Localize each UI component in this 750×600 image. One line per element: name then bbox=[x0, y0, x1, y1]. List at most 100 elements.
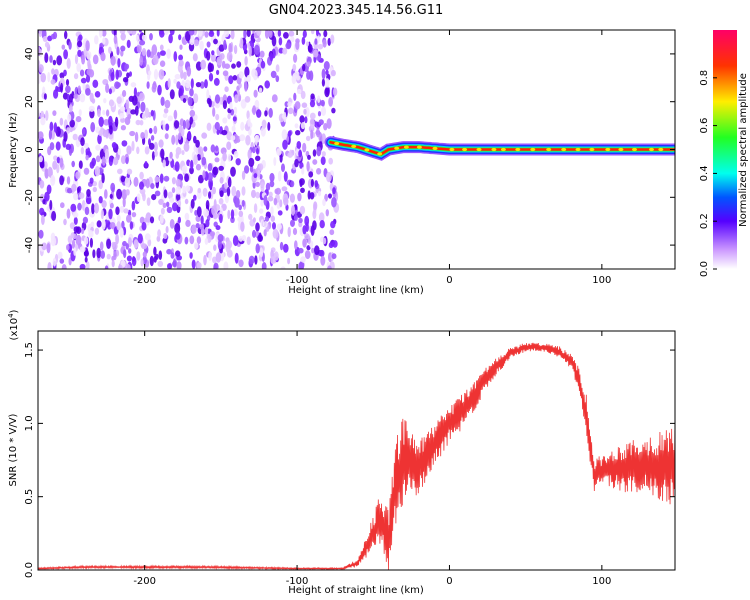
spectrogram-noise-cell bbox=[51, 129, 55, 140]
spectrogram-noise-cell bbox=[112, 157, 119, 166]
colorbar-tick-label: 0.2 bbox=[699, 213, 710, 229]
spectrogram-noise-cell bbox=[45, 110, 49, 121]
spectrogram-noise-cell bbox=[221, 60, 226, 69]
spectrogram-track-bead bbox=[462, 147, 468, 152]
spectrogram-noise-cell bbox=[82, 216, 88, 224]
spectrogram-noise-cell bbox=[270, 215, 275, 222]
spectrogram-noise-cell bbox=[127, 30, 133, 34]
spectrogram-noise-cell bbox=[216, 56, 223, 66]
spectrogram-noise-cell bbox=[159, 30, 165, 38]
spectrogram-noise-cell bbox=[63, 69, 67, 77]
spectrogram-noise-cell bbox=[122, 90, 127, 97]
spectrogram-noise-cell bbox=[276, 223, 282, 231]
spectrogram-noise-cell bbox=[318, 212, 325, 223]
spectrogram-noise-cell bbox=[39, 207, 45, 216]
spectrogram-noise-cell bbox=[56, 55, 63, 66]
spectrogram-noise-cell bbox=[126, 145, 132, 155]
spectrogram-noise-cell bbox=[236, 61, 242, 68]
spectrogram-noise-cell bbox=[125, 99, 130, 110]
spectrogram-noise-cell bbox=[86, 261, 90, 269]
spectrogram-noise-cell bbox=[248, 45, 252, 57]
spectrogram-noise-cell bbox=[153, 69, 159, 80]
spectrogram-noise-cell bbox=[241, 170, 246, 180]
spectrogram-noise-cell bbox=[282, 47, 288, 55]
spectrogram-noise-cell bbox=[235, 158, 241, 166]
spectrogram-noise-cell bbox=[78, 34, 83, 41]
spectrogram-noise-cell bbox=[306, 161, 310, 172]
spectrogram-noise-cell bbox=[73, 93, 78, 100]
spectrogram-noise-cell bbox=[234, 252, 239, 264]
spectrogram-noise-cell bbox=[85, 40, 90, 52]
spectrogram-noise-cell bbox=[129, 130, 136, 137]
spectrogram-noise-cell bbox=[159, 214, 164, 224]
spectrogram-noise-cell bbox=[85, 74, 91, 83]
spectrogram-noise-cell bbox=[301, 102, 308, 108]
spectrogram-noise-cell bbox=[167, 78, 171, 89]
spectrogram-noise-cell bbox=[317, 43, 324, 50]
spectrogram-noise-cell bbox=[212, 256, 217, 264]
spectrogram-noise-cell bbox=[81, 54, 86, 65]
spectrogram-noise-cell bbox=[131, 212, 137, 218]
spectrogram-track-bead bbox=[394, 146, 400, 150]
spectrogram-y-tick-label: 0 bbox=[24, 146, 35, 152]
spectrogram-noise-cell bbox=[227, 209, 231, 220]
spectrogram-noise-cell bbox=[157, 229, 162, 238]
spectrogram-track-bead bbox=[351, 144, 357, 148]
snr-y-multiplier: (x104) bbox=[7, 309, 20, 340]
colorbar-gradient bbox=[713, 30, 737, 269]
spectrogram-noise-cell bbox=[173, 120, 180, 129]
spectrogram-noise-cell bbox=[200, 59, 207, 70]
spectrogram-noise-cell bbox=[299, 178, 305, 186]
spectrogram-noise-cell bbox=[159, 44, 164, 51]
spectrogram-noise-cell bbox=[299, 162, 304, 169]
spectrogram-noise-cell bbox=[169, 151, 173, 159]
spectrogram-noise-cell bbox=[153, 246, 157, 256]
spectrogram-noise-cell bbox=[254, 255, 258, 265]
spectrogram-noise-cell bbox=[75, 226, 82, 234]
spectrogram-noise-cell bbox=[149, 255, 154, 267]
spectrogram-noise-cell bbox=[144, 161, 148, 167]
spectrogram-noise-cell bbox=[279, 153, 283, 163]
spectrogram-track-bead bbox=[403, 145, 409, 149]
spectrogram-noise-cell bbox=[219, 213, 223, 224]
spectrogram-noise-cell bbox=[193, 154, 198, 165]
spectrogram-noise-cell bbox=[77, 49, 82, 58]
spectrogram-noise-cell bbox=[115, 206, 120, 215]
spectrogram-noise-cell bbox=[206, 41, 211, 48]
spectrogram-noise-cell bbox=[309, 117, 315, 129]
spectrogram-noise-cell bbox=[124, 63, 128, 72]
spectrogram-noise-cell bbox=[233, 44, 238, 55]
spectrogram-noise-cell bbox=[207, 62, 213, 73]
spectrogram-noise-cell bbox=[109, 202, 114, 209]
spectrogram-noise-cell bbox=[87, 58, 91, 69]
spectrogram-noise-cell bbox=[320, 106, 327, 117]
spectrogram-noise-cell bbox=[114, 116, 119, 128]
spectrogram-noise-cell bbox=[258, 232, 262, 242]
spectrogram-noise-cell bbox=[294, 123, 299, 129]
spectrogram-noise-cell bbox=[38, 30, 42, 38]
spectrogram-noise-cell bbox=[216, 129, 220, 135]
spectrogram-noise-cell bbox=[160, 207, 165, 215]
spectrogram-noise-cell bbox=[229, 102, 233, 110]
spectrogram-noise-cell bbox=[241, 186, 246, 196]
colorbar-tick-label: 0.0 bbox=[699, 261, 710, 277]
spectrogram-noise-cell bbox=[51, 68, 55, 75]
spectrogram-noise-cell bbox=[285, 42, 292, 50]
spectrogram-noise-cell bbox=[330, 220, 336, 229]
spectrogram-noise-cell bbox=[224, 182, 228, 190]
spectrogram-noise-cell bbox=[204, 31, 209, 38]
spectrogram-noise-cell bbox=[147, 238, 152, 247]
spectrogram-noise-cell bbox=[102, 109, 106, 116]
spectrogram-noise-cell bbox=[90, 221, 95, 228]
spectrogram-noise-cell bbox=[163, 189, 168, 199]
spectrogram-noise-cell bbox=[41, 242, 47, 251]
spectrogram-noise-cell bbox=[95, 155, 101, 163]
spectrogram-noise-cell bbox=[85, 147, 91, 156]
spectrogram-noise-cell bbox=[96, 247, 101, 259]
spectrogram-noise-cell bbox=[166, 248, 172, 255]
spectrogram-noise-cell bbox=[303, 108, 307, 115]
spectrogram-noise-cell bbox=[185, 119, 190, 130]
spectrogram-noise-cell bbox=[185, 185, 191, 192]
spectrogram-noise-cell bbox=[145, 178, 150, 189]
spectrogram-noise-cell bbox=[174, 73, 181, 80]
